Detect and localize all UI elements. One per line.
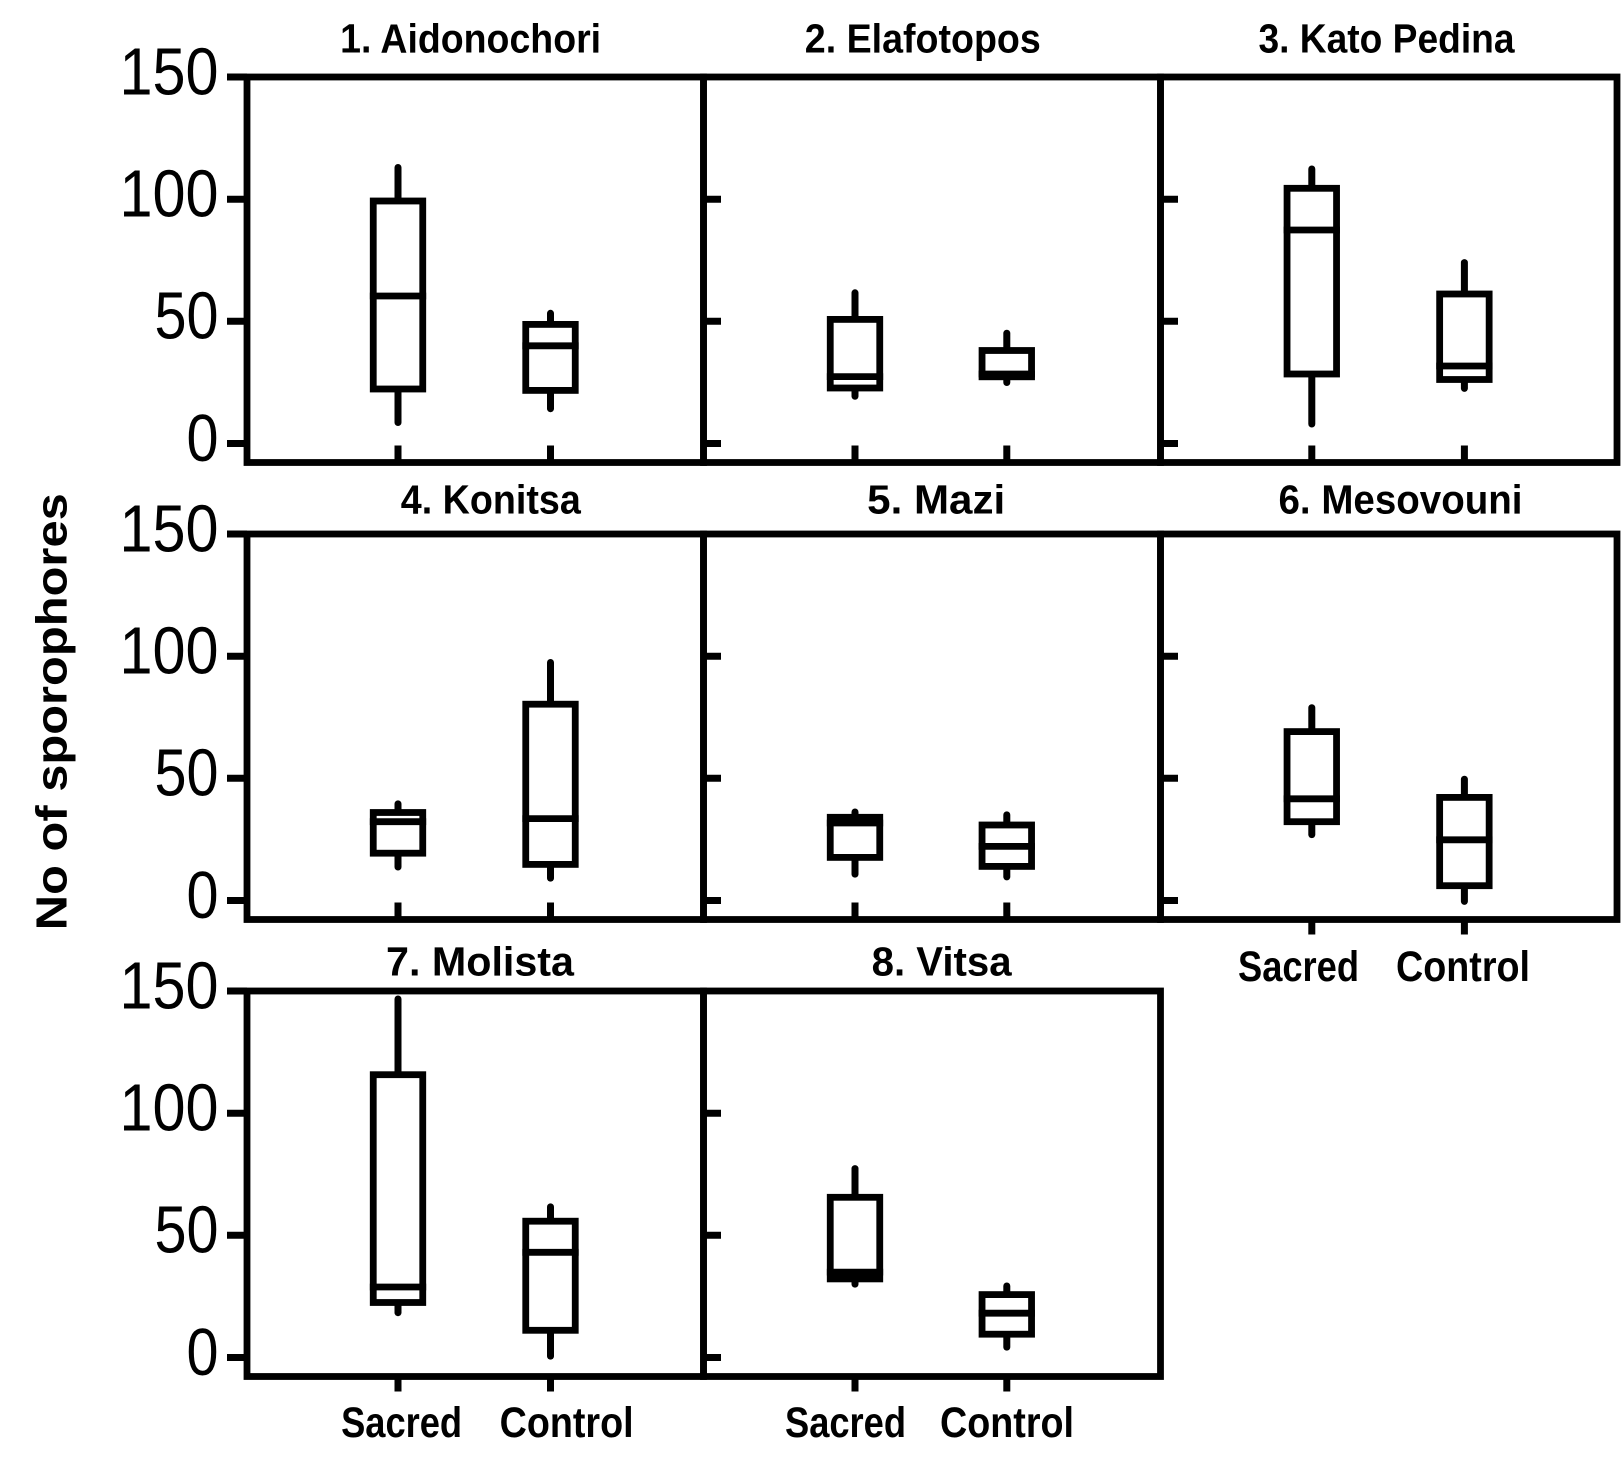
svg-text:Sacred: Sacred bbox=[341, 1399, 462, 1447]
svg-text:50: 50 bbox=[155, 736, 219, 811]
svg-text:4. Konitsa: 4. Konitsa bbox=[401, 477, 582, 523]
svg-text:150: 150 bbox=[120, 948, 219, 1023]
svg-text:0: 0 bbox=[187, 858, 219, 933]
svg-text:Control: Control bbox=[940, 1399, 1074, 1447]
svg-text:50: 50 bbox=[155, 1193, 219, 1268]
svg-text:No of sporophores: No of sporophores bbox=[28, 493, 77, 930]
svg-text:150: 150 bbox=[120, 34, 219, 109]
svg-text:Control: Control bbox=[1396, 943, 1530, 991]
svg-text:1. Aidonochori: 1. Aidonochori bbox=[340, 16, 601, 62]
svg-text:8. Vitsa: 8. Vitsa bbox=[872, 939, 1013, 985]
svg-text:Sacred: Sacred bbox=[785, 1399, 906, 1447]
svg-text:5. Mazi: 5. Mazi bbox=[867, 477, 1005, 523]
svg-text:50: 50 bbox=[155, 279, 219, 354]
svg-text:6. Mesovouni: 6. Mesovouni bbox=[1279, 477, 1523, 523]
svg-text:7. Molista: 7. Molista bbox=[386, 939, 575, 985]
svg-text:150: 150 bbox=[120, 491, 219, 566]
svg-text:100: 100 bbox=[120, 157, 219, 232]
svg-text:100: 100 bbox=[120, 1071, 219, 1146]
svg-text:Sacred: Sacred bbox=[1238, 943, 1359, 991]
svg-text:2. Elafotopos: 2. Elafotopos bbox=[805, 16, 1041, 62]
svg-text:100: 100 bbox=[120, 614, 219, 689]
svg-text:0: 0 bbox=[187, 401, 219, 476]
svg-text:Control: Control bbox=[500, 1399, 634, 1447]
svg-text:0: 0 bbox=[187, 1315, 219, 1390]
svg-text:3. Kato Pedina: 3. Kato Pedina bbox=[1259, 16, 1516, 62]
